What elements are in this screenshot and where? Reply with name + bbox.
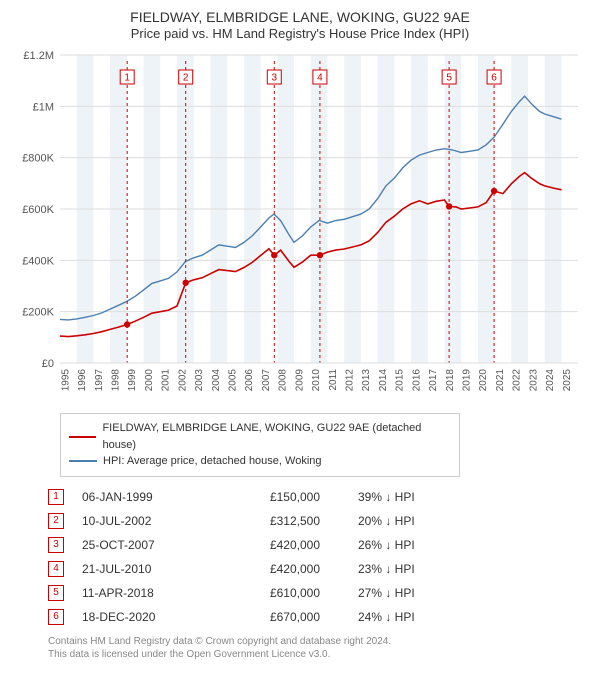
transaction-number: 4 [48,561,64,577]
footnote-line: This data is licensed under the Open Gov… [48,648,590,661]
transaction-price: £420,000 [220,562,340,576]
svg-text:2021: 2021 [495,369,506,392]
transaction-number: 1 [48,489,64,505]
price-chart: £0 £200K £400K £600K £800K £1M £1.2M 1 2 3 4 5 6 1995… [10,47,590,407]
svg-text:£400K: £400K [22,255,54,267]
chart-subtitle: Price paid vs. HM Land Registry's House … [10,26,590,43]
transaction-pct: 20% ↓ HPI [358,514,468,528]
transaction-number: 2 [48,513,64,529]
footnote: Contains HM Land Registry data © Crown c… [48,635,590,661]
footnote-line: Contains HM Land Registry data © Crown c… [48,635,590,648]
svg-text:2015: 2015 [395,369,406,392]
svg-text:1: 1 [124,73,130,84]
svg-text:1999: 1999 [127,369,138,392]
chart-title: FIELDWAY, ELMBRIDGE LANE, WOKING, GU22 9… [10,8,590,26]
transaction-date: 10-JUL-2002 [82,514,202,528]
svg-text:2014: 2014 [378,369,389,392]
svg-text:£600K: £600K [22,204,54,216]
svg-text:£1M: £1M [33,101,54,113]
transaction-row: 5 11-APR-2018 £610,000 27% ↓ HPI [48,581,590,605]
svg-text:2011: 2011 [328,369,339,391]
svg-text:6: 6 [491,73,497,84]
transaction-row: 3 25-OCT-2007 £420,000 26% ↓ HPI [48,533,590,557]
transaction-pct: 39% ↓ HPI [358,490,468,504]
svg-text:£0: £0 [42,358,54,370]
transaction-price: £670,000 [220,610,340,624]
svg-text:2000: 2000 [144,369,155,392]
transaction-pct: 23% ↓ HPI [358,562,468,576]
svg-text:3: 3 [272,73,278,84]
svg-text:2023: 2023 [528,369,539,392]
svg-text:2009: 2009 [294,369,305,392]
transaction-date: 11-APR-2018 [82,586,202,600]
svg-text:2019: 2019 [462,369,473,392]
transaction-number: 6 [48,609,64,625]
chart-container: FIELDWAY, ELMBRIDGE LANE, WOKING, GU22 9… [0,0,600,665]
transaction-price: £610,000 [220,586,340,600]
svg-text:2008: 2008 [278,369,289,392]
legend-swatch [69,436,96,438]
svg-text:1997: 1997 [94,369,105,392]
svg-text:2005: 2005 [228,369,239,392]
transaction-pct: 27% ↓ HPI [358,586,468,600]
svg-text:2: 2 [183,73,189,84]
legend-label: FIELDWAY, ELMBRIDGE LANE, WOKING, GU22 9… [102,420,451,453]
svg-text:2004: 2004 [211,369,222,392]
transaction-price: £150,000 [220,490,340,504]
svg-text:5: 5 [446,73,452,84]
transaction-price: £420,000 [220,538,340,552]
svg-text:1998: 1998 [111,369,122,392]
svg-text:2020: 2020 [478,369,489,392]
legend-swatch [69,460,97,462]
transaction-date: 25-OCT-2007 [82,538,202,552]
svg-text:2012: 2012 [345,369,356,392]
transaction-date: 18-DEC-2020 [82,610,202,624]
transaction-pct: 26% ↓ HPI [358,538,468,552]
svg-text:2002: 2002 [177,369,188,392]
svg-text:4: 4 [317,73,323,84]
svg-text:2003: 2003 [194,369,205,392]
transaction-number: 5 [48,585,64,601]
legend-item: FIELDWAY, ELMBRIDGE LANE, WOKING, GU22 9… [69,420,451,453]
svg-text:£800K: £800K [22,153,54,165]
legend-item: HPI: Average price, detached house, Woki… [69,453,451,470]
svg-text:2022: 2022 [512,369,523,392]
svg-text:2007: 2007 [261,369,272,392]
legend: FIELDWAY, ELMBRIDGE LANE, WOKING, GU22 9… [60,413,460,477]
svg-text:2018: 2018 [445,369,456,392]
legend-label: HPI: Average price, detached house, Woki… [103,453,322,470]
svg-text:2013: 2013 [361,369,372,392]
transaction-row: 6 18-DEC-2020 £670,000 24% ↓ HPI [48,605,590,629]
transactions-table: 1 06-JAN-1999 £150,000 39% ↓ HPI 2 10-JUL-200… [48,485,590,629]
svg-text:2017: 2017 [428,369,439,392]
svg-text:1996: 1996 [77,369,88,392]
transaction-row: 1 06-JAN-1999 £150,000 39% ↓ HPI [48,485,590,509]
transaction-date: 21-JUL-2010 [82,562,202,576]
svg-text:2024: 2024 [545,369,556,392]
svg-text:£200K: £200K [22,307,54,319]
svg-text:2016: 2016 [411,369,422,392]
svg-text:2025: 2025 [562,369,573,392]
svg-text:2010: 2010 [311,369,322,392]
transaction-row: 2 10-JUL-2002 £312,500 20% ↓ HPI [48,509,590,533]
svg-text:1995: 1995 [60,369,71,392]
transaction-pct: 24% ↓ HPI [358,610,468,624]
transaction-number: 3 [48,537,64,553]
svg-text:2006: 2006 [244,369,255,392]
transaction-date: 06-JAN-1999 [82,490,202,504]
transaction-price: £312,500 [220,514,340,528]
svg-text:£1.2M: £1.2M [23,50,54,62]
transaction-row: 4 21-JUL-2010 £420,000 23% ↓ HPI [48,557,590,581]
svg-text:2001: 2001 [161,369,172,392]
